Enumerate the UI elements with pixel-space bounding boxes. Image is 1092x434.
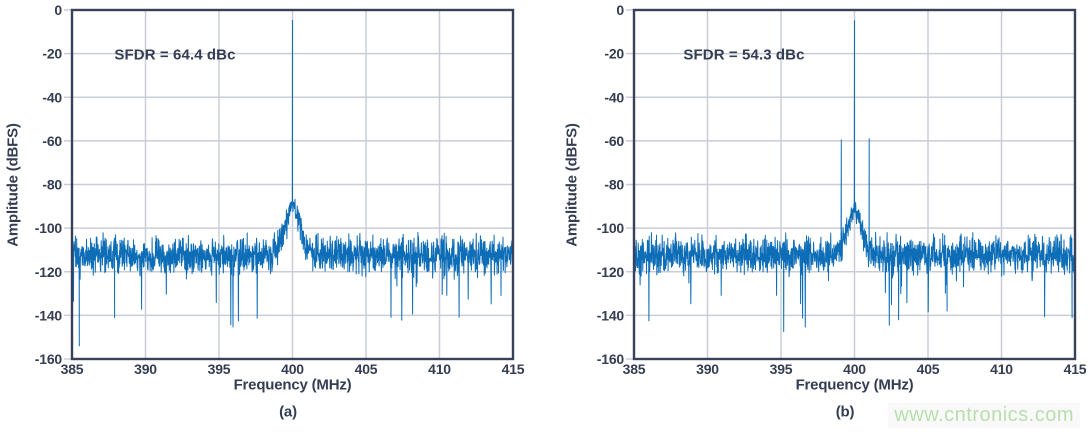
x-tick-label: 385 <box>61 361 84 377</box>
panel-a: 0 -20 -40 -60 -80 -100 -120 -140 -160 385 390 395 40… <box>4 2 525 421</box>
x-tick-label: 395 <box>770 361 793 377</box>
x-tick-label: 390 <box>696 361 719 377</box>
x-tick-label: 400 <box>281 361 304 377</box>
x-tick-label: 410 <box>990 361 1013 377</box>
y-tick-label: -40 <box>42 89 62 105</box>
y-tick-label: -160 <box>35 351 63 367</box>
y-tick-label: -40 <box>604 89 624 105</box>
x-tick-label: 385 <box>623 361 646 377</box>
y-axis-title: Amplitude (dBFS) <box>563 122 581 247</box>
y-tick-label: -80 <box>42 177 62 193</box>
x-axis-title: Frequency (MHz) <box>233 376 352 394</box>
y-tick-label: 0 <box>616 2 624 18</box>
y-tick-label: -140 <box>597 307 625 323</box>
x-axis-title: Frequency (MHz) <box>795 376 914 394</box>
y-tick-label: -140 <box>35 307 63 323</box>
x-tick-label: 390 <box>134 361 157 377</box>
panel-caption: (a) <box>279 403 297 421</box>
x-tick-label: 395 <box>208 361 231 377</box>
watermark: www.cntronics.com <box>888 403 1080 428</box>
y-tick-label: -60 <box>42 133 62 149</box>
x-tick-label: 415 <box>1064 361 1087 377</box>
spectrum-trace <box>633 20 1076 332</box>
x-tick-label: 410 <box>428 361 451 377</box>
x-tick-label: 415 <box>502 361 525 377</box>
plot-border <box>70 8 515 361</box>
y-tick-label: -60 <box>604 133 624 149</box>
sfdr-annotation: SFDR = 64.4 dBc <box>114 46 236 64</box>
spectrum-trace <box>71 20 514 347</box>
y-tick-label: -100 <box>35 220 63 236</box>
y-tick-label: -100 <box>597 220 625 236</box>
y-tick-label: -80 <box>604 177 624 193</box>
x-tick-label: 405 <box>355 361 378 377</box>
x-tick-label: 400 <box>843 361 866 377</box>
x-tick-label: 405 <box>917 361 940 377</box>
y-tick-label: 0 <box>54 2 62 18</box>
panel-caption: (b) <box>835 403 855 421</box>
y-tick-label: -160 <box>597 351 625 367</box>
y-tick-label: -20 <box>604 46 624 62</box>
plot-border <box>632 8 1077 361</box>
y-tick-label: -120 <box>35 264 63 280</box>
y-axis-title: Amplitude (dBFS) <box>4 122 22 247</box>
y-tick-label: -120 <box>597 264 625 280</box>
y-tick-label: -20 <box>42 46 62 62</box>
panel-b: 0 -20 -40 -60 -80 -100 -120 -140 -160 385 390 395 40… <box>546 0 1092 434</box>
sfdr-annotation: SFDR = 54.3 dBc <box>683 46 805 64</box>
